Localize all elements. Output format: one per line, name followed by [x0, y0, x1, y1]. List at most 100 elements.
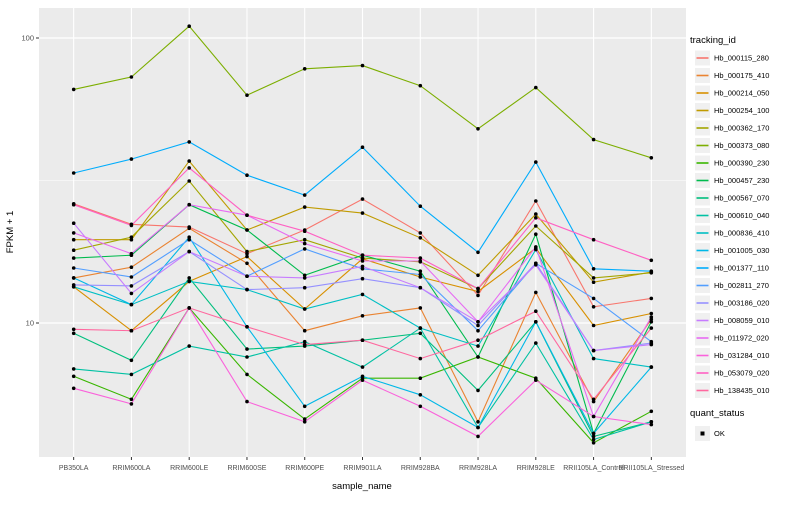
data-point — [418, 275, 423, 279]
data-point — [591, 434, 596, 439]
data-point — [71, 171, 76, 175]
y-tick-label: 10 — [26, 319, 34, 328]
data-point — [476, 127, 480, 131]
data-point — [649, 315, 654, 319]
data-point — [302, 193, 307, 197]
data-point — [591, 323, 596, 328]
data-point — [591, 414, 596, 419]
data-point — [591, 356, 596, 361]
data-point — [649, 326, 654, 330]
data-point — [534, 309, 538, 314]
data-point — [71, 256, 76, 260]
data-point — [245, 213, 249, 217]
data-point — [187, 276, 191, 280]
x-tick-label: RRII105LA_Control — [563, 465, 624, 472]
quant-status-label: OK — [714, 429, 725, 438]
data-point — [71, 386, 76, 391]
legend-label-Hb_000214_050: Hb_000214_050 — [714, 89, 769, 98]
data-point — [418, 356, 423, 361]
legend-label-Hb_011972_020: Hb_011972_020 — [714, 334, 769, 343]
data-point — [360, 292, 365, 297]
data-point — [302, 205, 307, 209]
data-point — [649, 320, 654, 324]
data-point — [129, 237, 134, 242]
legend-label-Hb_000254_100: Hb_000254_100 — [714, 106, 769, 115]
y-axis-title: FPKM + 1 — [5, 211, 16, 254]
data-point — [360, 314, 365, 318]
data-point — [534, 290, 538, 295]
data-point — [476, 289, 480, 294]
data-point — [476, 273, 480, 278]
data-point — [302, 237, 307, 242]
data-point — [534, 85, 538, 90]
data-point — [302, 67, 307, 71]
data-point — [534, 341, 538, 345]
data-point — [534, 232, 538, 236]
data-point — [245, 93, 249, 97]
x-tick-label: RRIM600LA — [112, 465, 150, 472]
x-axis-title: sample_name — [332, 481, 392, 492]
data-point — [129, 328, 134, 333]
legend-label-Hb_000457_230: Hb_000457_230 — [714, 176, 769, 185]
legend-label-Hb_008059_010: Hb_008059_010 — [714, 316, 769, 325]
legend-label-Hb_001377_110: Hb_001377_110 — [714, 264, 769, 273]
x-tick-label: RRIM928BA — [401, 465, 440, 472]
data-point — [187, 166, 191, 170]
data-point — [534, 224, 538, 228]
data-point — [71, 283, 76, 287]
data-point — [302, 285, 307, 290]
data-point — [360, 374, 365, 379]
data-point — [187, 344, 191, 348]
data-point — [649, 365, 654, 369]
x-tick-label: RRIM600SE — [228, 465, 267, 472]
data-point — [418, 231, 423, 235]
data-point — [360, 264, 365, 269]
data-point — [534, 199, 538, 203]
data-point — [302, 404, 307, 409]
data-point — [591, 280, 596, 285]
data-point — [591, 431, 596, 436]
data-point — [129, 251, 134, 256]
data-point — [71, 231, 76, 235]
data-point — [476, 293, 480, 298]
data-point — [360, 378, 365, 383]
data-point — [129, 284, 134, 288]
data-point — [476, 388, 480, 393]
data-point — [649, 420, 654, 424]
data-point — [534, 263, 538, 267]
data-point — [534, 378, 538, 383]
data-point — [649, 269, 654, 274]
data-point — [302, 339, 307, 344]
data-point — [476, 338, 480, 343]
legend-label-Hb_003186_020: Hb_003186_020 — [714, 299, 769, 308]
data-point — [360, 259, 365, 263]
data-point — [187, 226, 191, 231]
data-point — [129, 223, 134, 228]
data-point — [245, 249, 249, 254]
data-point — [534, 160, 538, 164]
x-tick-label: RRIM928LE — [517, 465, 555, 472]
data-point — [534, 247, 538, 252]
x-tick-label: RRIM928LA — [459, 465, 497, 472]
data-point — [649, 342, 654, 347]
data-point — [476, 344, 480, 348]
data-point — [302, 241, 307, 246]
data-point — [187, 249, 191, 254]
data-point — [187, 202, 191, 207]
data-point — [360, 338, 365, 343]
legend-label-Hb_000373_080: Hb_000373_080 — [714, 141, 769, 150]
data-point — [418, 83, 423, 88]
data-point — [476, 323, 480, 328]
legend-label-Hb_000836_410: Hb_000836_410 — [714, 229, 769, 238]
data-point — [129, 291, 134, 296]
data-point — [476, 420, 480, 424]
data-point — [71, 221, 76, 225]
data-point — [302, 276, 307, 280]
data-point — [591, 296, 596, 301]
quant-status-point-icon — [700, 431, 705, 436]
data-point — [591, 267, 596, 271]
data-point — [591, 137, 596, 142]
data-point — [245, 254, 249, 259]
data-point — [591, 305, 596, 309]
data-point — [71, 266, 76, 270]
